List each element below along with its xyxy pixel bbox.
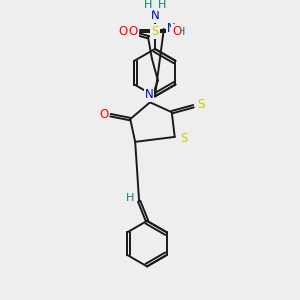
Text: O: O bbox=[99, 108, 108, 121]
Text: N: N bbox=[145, 88, 153, 101]
Text: H: H bbox=[158, 0, 166, 11]
Text: S: S bbox=[180, 132, 187, 146]
Text: N: N bbox=[167, 22, 176, 35]
Text: O: O bbox=[129, 25, 138, 38]
Text: H: H bbox=[126, 193, 134, 203]
Text: O: O bbox=[119, 25, 128, 38]
Text: O: O bbox=[172, 25, 181, 38]
Text: S: S bbox=[198, 98, 205, 111]
Text: N: N bbox=[151, 9, 159, 22]
Text: H: H bbox=[144, 0, 152, 11]
Text: S: S bbox=[151, 25, 159, 38]
Text: H: H bbox=[176, 27, 185, 37]
